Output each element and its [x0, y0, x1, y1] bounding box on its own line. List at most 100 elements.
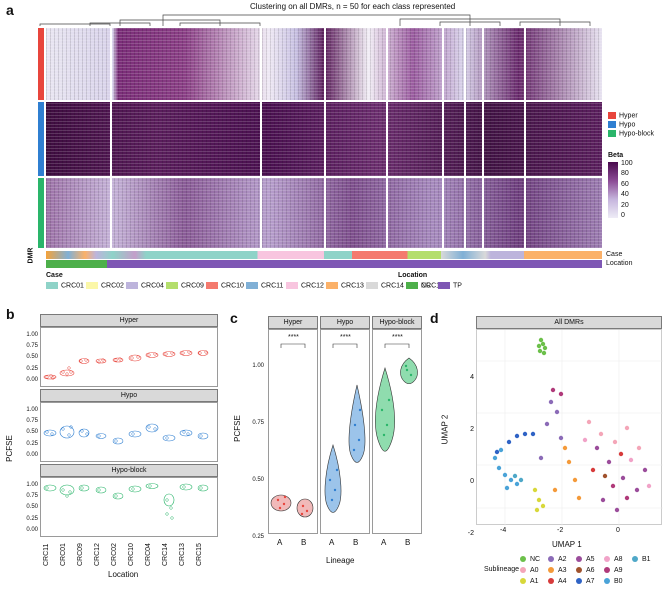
case-legend-item: CRC13: [326, 282, 364, 289]
c-facet-hypo-block: [372, 329, 422, 534]
legend-hypo: Hypo: [608, 121, 635, 128]
beta-legend-title: Beta: [608, 152, 624, 159]
sublineage-legend-item: A5: [576, 556, 595, 563]
b-strip-hypo: Hypo: [40, 389, 218, 402]
b-facet-hypo-block: [40, 477, 218, 537]
panel-b-ylabel: PCFSE: [4, 435, 14, 462]
c-strip-hypo-block: Hypo-block: [372, 316, 422, 329]
b-facet-hyper: [40, 327, 218, 387]
b-strip-hypo-block: Hypo-block: [40, 464, 218, 477]
b-xtick: CRC14: [162, 543, 169, 566]
c-xtick: A: [277, 538, 283, 547]
row-bar-hypo-block: [38, 178, 44, 248]
sublineage-legend-item: A7: [576, 578, 595, 585]
heatmap-gap: [110, 28, 112, 248]
panel-c-ylabel: PCFSE: [232, 415, 242, 442]
b-xticks: CRC11 CRC01 CRC09 CRC12 CRC02 CRC10 CRC0…: [40, 540, 218, 570]
heatmap-gap: [442, 28, 444, 248]
c-strip-hypo: Hypo: [320, 316, 370, 329]
c-hypo-plot: [324, 343, 366, 513]
b-xtick: CRC04: [145, 543, 152, 566]
c-xtick: B: [353, 538, 359, 547]
b-xtick: CRC11: [43, 543, 50, 566]
case-legend-item: CRC04: [126, 282, 164, 289]
d-xtick: -2: [557, 527, 564, 534]
c-facet-hyper: [268, 329, 318, 534]
d-yticks: 4 2 0 -2: [467, 374, 474, 537]
b-xtick: CRC15: [196, 543, 203, 566]
heatmap-gap: [46, 100, 602, 102]
case-legend-item: CRC10: [206, 282, 244, 289]
case-legend: CRC01 CRC02 CRC04 CRC09 CRC10 CRC11 CRC1…: [46, 282, 446, 292]
heatmap-gap: [482, 28, 484, 248]
beta-ticks: 100 80 60 40 20 0: [621, 160, 633, 220]
panel-c-label: c: [230, 310, 238, 326]
heatmap-gap: [464, 28, 466, 248]
d-xtick: -4: [500, 527, 507, 534]
d-xtick: 0: [616, 527, 620, 534]
location-legend-tp: TP: [438, 282, 462, 289]
case-legend-item: CRC02: [86, 282, 124, 289]
location-legend-title: Location: [398, 272, 428, 279]
b-xtick: CRC13: [179, 543, 186, 566]
c-xtick: B: [301, 538, 307, 547]
heatmap-gap: [46, 176, 602, 178]
panel-a-label: a: [6, 2, 14, 18]
c-sig-hypo: ****: [340, 334, 351, 341]
b-xtick: CRC12: [94, 543, 101, 566]
sublineage-legend-item: A2: [548, 556, 567, 563]
b-strip-hyper: Hyper: [40, 314, 218, 327]
location-track-label: Location: [606, 260, 633, 267]
d-strip: All DMRs: [476, 316, 662, 329]
sublineage-legend-item: A1: [520, 578, 539, 585]
case-track: [46, 251, 602, 259]
c-sig-hyper: ****: [288, 334, 299, 341]
b-yticks-hypo-block: 1.00 0.75 0.50 0.25 0.00: [26, 482, 38, 533]
c-xtick: A: [381, 538, 387, 547]
beta-colorbar: [608, 162, 618, 218]
case-legend-item: CRC12: [286, 282, 324, 289]
case-legend-item: CRC01: [46, 282, 84, 289]
panel-d-ylabel: UMAP 2: [440, 414, 450, 445]
legend-hypo-block: Hypo-block: [608, 130, 654, 137]
b-xtick: CRC10: [128, 543, 135, 566]
panel-d-xlabel: UMAP 1: [552, 540, 582, 549]
sublineage-legend-item: A3: [548, 567, 567, 574]
case-track-label: Case: [606, 251, 623, 258]
c-strip-hyper: Hyper: [268, 316, 318, 329]
location-track: [46, 260, 602, 268]
b-facet-hypo: [40, 402, 218, 462]
b-yticks-hyper: 1.00 0.75 0.50 0.25 0.00: [26, 332, 38, 383]
panel-d-label: d: [430, 310, 439, 326]
heatmap-gap: [524, 28, 526, 248]
sublineage-legend-item: B0: [604, 578, 623, 585]
case-legend-item: CRC14: [366, 282, 404, 289]
c-facet-hypo: [320, 329, 370, 534]
sublineage-legend-item: A8: [604, 556, 623, 563]
sublineage-legend-item: A4: [548, 578, 567, 585]
legend-hyper: Hyper: [608, 112, 638, 119]
panel-b-label: b: [6, 306, 15, 322]
sublineage-legend-item: A0: [520, 567, 539, 574]
sublineage-legend-item: A6: [576, 567, 595, 574]
sublineage-legend-title: Sublineage: [484, 566, 520, 573]
case-legend-title: Case: [46, 272, 63, 279]
sublineage-legend-item: A9: [604, 567, 623, 574]
sublineage-legend-item: NC: [520, 556, 540, 563]
case-legend-item: CRC09: [166, 282, 204, 289]
b-hypo-plot: [43, 423, 209, 445]
b-xtick: CRC02: [111, 543, 118, 566]
heatmap-gap: [260, 28, 262, 248]
d-umap-panel: [476, 329, 663, 526]
c-hyper-plot: [270, 343, 314, 518]
b-xtick: CRC01: [60, 543, 67, 566]
b-xtick: CRC09: [77, 543, 84, 566]
methylation-heatmap: [46, 28, 602, 248]
d-umap-plot: [477, 330, 663, 526]
b-hypo-block-plot: [43, 483, 209, 520]
c-yticks: 1.00 0.75 0.50 0.25: [252, 363, 264, 540]
heatmap-gap: [386, 28, 388, 248]
dmr-axis-label: DMR: [27, 247, 35, 264]
sublineage-legend-item: B1: [632, 556, 651, 563]
b-hyper-plot: [43, 350, 209, 380]
